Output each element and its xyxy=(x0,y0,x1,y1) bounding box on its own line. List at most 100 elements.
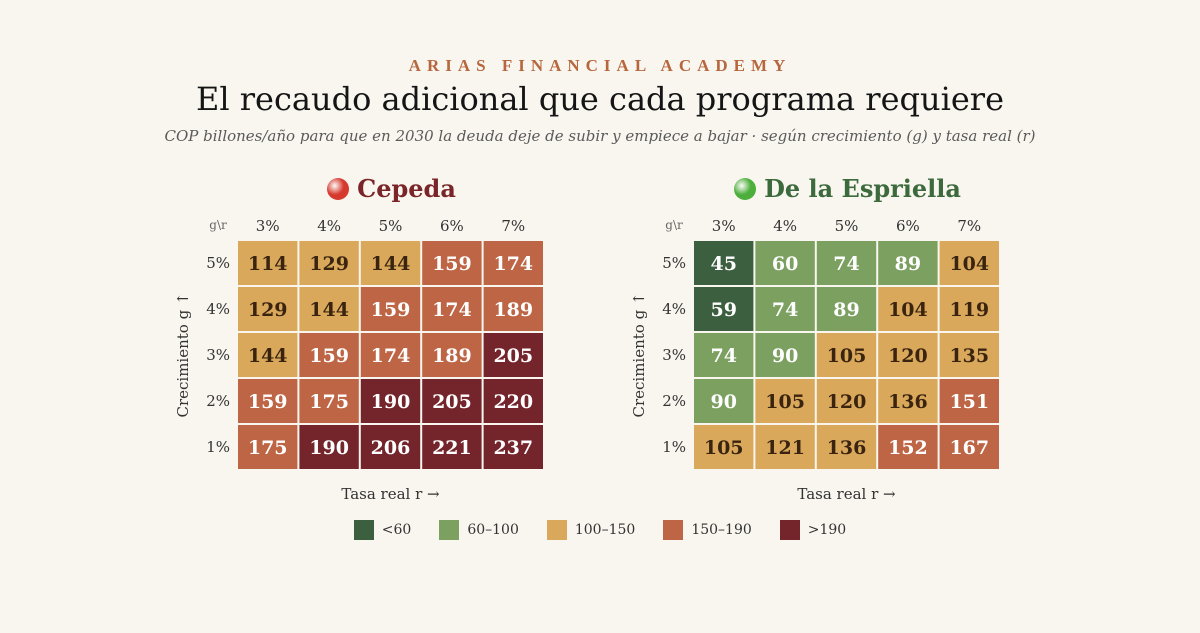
heatmap-cell xyxy=(939,241,999,285)
row-header: 4% xyxy=(662,300,686,318)
heatmap-cell xyxy=(483,287,543,331)
heatmap-cell xyxy=(816,333,877,377)
cell-value: 205 xyxy=(493,345,533,367)
heatmap-cell xyxy=(755,333,815,377)
cell-value: 89 xyxy=(833,299,859,321)
heatmap-cell xyxy=(816,241,877,285)
cell-value: 152 xyxy=(888,437,928,459)
red-circle-icon xyxy=(327,177,350,200)
cell-value: 221 xyxy=(432,437,472,459)
cell-value: 206 xyxy=(371,437,411,459)
legend-label: 150–190 xyxy=(691,522,752,538)
heatmap-cell xyxy=(360,333,421,377)
heatmap-cell xyxy=(939,379,999,423)
column-header: 7% xyxy=(957,217,981,235)
heatmap-cell xyxy=(878,241,938,285)
heatmap-cell xyxy=(816,287,877,331)
cell-value: 159 xyxy=(309,345,349,367)
y-axis-label: Crecimiento g ↑ xyxy=(174,292,192,417)
heatmap-cell xyxy=(878,379,938,423)
heatmap-cell xyxy=(299,379,359,423)
cell-value: 129 xyxy=(309,253,349,275)
cell-value: 144 xyxy=(309,299,349,321)
legend-swatch xyxy=(439,520,460,540)
cell-value: 90 xyxy=(772,345,798,367)
cell-value: 89 xyxy=(895,253,921,275)
cell-value: 105 xyxy=(704,437,744,459)
legend-item: >190 xyxy=(779,520,847,540)
heatmap-cell xyxy=(422,241,482,285)
page-title: El recaudo adicional que cada programa r… xyxy=(195,80,1004,118)
cell-value: 74 xyxy=(772,299,798,321)
cell-value: 174 xyxy=(493,253,533,275)
cell-value: 120 xyxy=(888,345,928,367)
x-axis-label: Tasa real r → xyxy=(797,485,896,503)
column-header: 4% xyxy=(317,217,341,235)
heatmap-cell xyxy=(299,425,359,469)
cell-value: 136 xyxy=(888,391,928,413)
cepeda-title-text: Cepeda xyxy=(357,174,456,203)
cell-value: 159 xyxy=(371,299,411,321)
heatmap-cell xyxy=(360,241,421,285)
heatmap-cell xyxy=(238,241,298,285)
corner-label: g\r xyxy=(209,218,227,232)
legend-swatch xyxy=(663,520,684,540)
cell-value: 136 xyxy=(827,437,867,459)
column-header: 7% xyxy=(501,217,525,235)
cell-value: 175 xyxy=(248,437,288,459)
cell-value: 90 xyxy=(710,391,736,413)
legend-item: 100–150 xyxy=(546,520,636,540)
cell-value: 119 xyxy=(949,299,989,321)
legend-label: >190 xyxy=(807,522,847,538)
heatmap-cell xyxy=(878,287,938,331)
cepeda-heatmap: g\r 3% 4% 5% 6% 7% 5% 4% 3% 2% 1% 114 129 144 159 174 12… xyxy=(174,217,543,503)
legend-item: <60 xyxy=(353,520,412,540)
column-header: 6% xyxy=(440,217,464,235)
cepeda-panel-title: Cepeda xyxy=(238,174,545,203)
heatmap-cell xyxy=(483,425,543,469)
cell-value: 135 xyxy=(949,345,989,367)
heatmap-cell xyxy=(878,333,938,377)
column-header: 3% xyxy=(256,217,280,235)
heatmap-cell xyxy=(939,333,999,377)
heatmap-cell xyxy=(939,425,999,469)
cell-value: 151 xyxy=(949,391,989,413)
heatmap-cell xyxy=(816,425,877,469)
brand-label: ARIAS FINANCIAL ACADEMY xyxy=(408,56,792,75)
heatmap-cell xyxy=(238,287,298,331)
legend-label: <60 xyxy=(381,522,412,538)
heatmap-cell xyxy=(878,425,938,469)
cell-value: 220 xyxy=(493,391,533,413)
cell-value: 74 xyxy=(833,253,859,275)
cell-value: 174 xyxy=(371,345,411,367)
espriella-title-text: De la Espriella xyxy=(764,174,961,203)
cell-value: 237 xyxy=(493,437,533,459)
row-header: 2% xyxy=(206,392,230,410)
heatmap-cell xyxy=(755,425,815,469)
x-axis-label: Tasa real r → xyxy=(341,485,440,503)
corner-label: g\r xyxy=(665,218,683,232)
heatmap-cell xyxy=(299,287,359,331)
cell-value: 74 xyxy=(710,345,736,367)
row-header: 2% xyxy=(662,392,686,410)
heatmap-cell xyxy=(483,379,543,423)
heatmap-cell xyxy=(694,287,754,331)
heatmap-cell xyxy=(755,287,815,331)
column-header: 5% xyxy=(835,217,859,235)
heatmap-cell xyxy=(755,241,815,285)
legend-label: 60–100 xyxy=(467,522,519,538)
cell-value: 120 xyxy=(827,391,867,413)
heatmap-cell xyxy=(939,287,999,331)
cell-value: 190 xyxy=(309,437,349,459)
legend-item: 150–190 xyxy=(663,520,752,540)
heatmap-cell xyxy=(360,379,421,423)
espriella-heatmap: g\r 3% 4% 5% 6% 7% 5% 4% 3% 2% 1% 45 60 74 89 104 59 74 89… xyxy=(630,217,999,503)
cell-value: 121 xyxy=(765,437,805,459)
legend-label: 100–150 xyxy=(574,522,636,538)
heatmap-cell xyxy=(483,333,543,377)
row-header: 3% xyxy=(662,346,686,364)
cell-value: 159 xyxy=(432,253,472,275)
heatmap-cell xyxy=(694,241,754,285)
cell-value: 114 xyxy=(248,253,288,275)
cell-value: 104 xyxy=(888,299,928,321)
